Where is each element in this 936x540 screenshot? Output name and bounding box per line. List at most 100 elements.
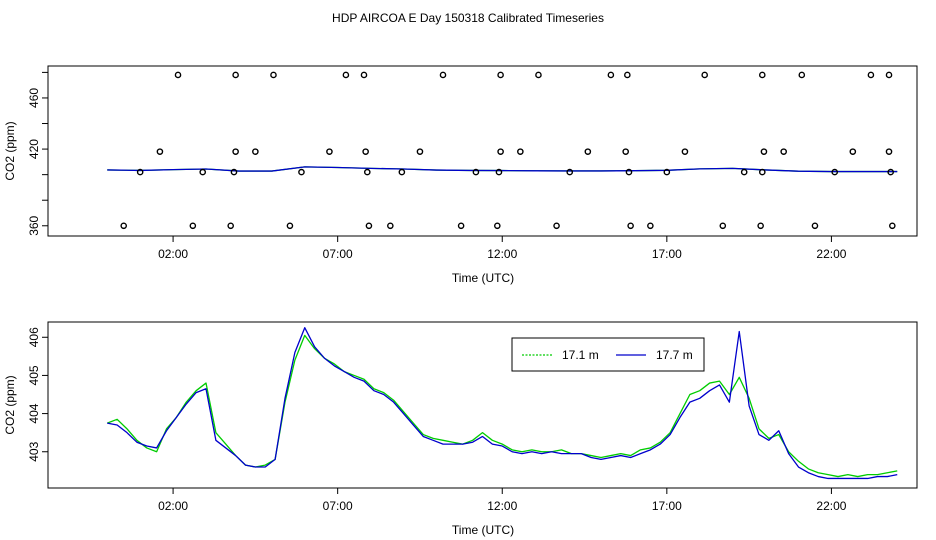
scatter-point: [497, 148, 504, 155]
scatter-point: [298, 168, 305, 176]
bottom-y-tick-label: 405: [27, 365, 41, 385]
scatter-point: [342, 71, 350, 79]
top-y-axis-label: CO2 (ppm): [3, 121, 17, 180]
scatter-point: [681, 148, 689, 155]
scatter-point: [584, 148, 592, 155]
scatter-point: [740, 168, 748, 176]
scatter-point: [189, 222, 197, 230]
scatter-point: [760, 148, 768, 155]
scatter-point: [416, 148, 424, 155]
bottom-plot-frame: [47, 321, 918, 489]
scatter-point: [365, 222, 373, 230]
scatter-point: [535, 71, 542, 79]
scatter-point: [120, 222, 128, 230]
scatter-point: [439, 71, 447, 79]
top-y-tick-label: 460: [27, 88, 41, 108]
scatter-point: [497, 71, 504, 79]
top-x-tick-label: 17:00: [652, 247, 682, 261]
scatter-point: [156, 148, 164, 155]
legend-box: [511, 337, 705, 372]
top-y-axis: 360 420 460: [27, 71, 48, 236]
scatter-point: [270, 71, 277, 79]
scatter-point: [495, 168, 503, 176]
scatter-point: [607, 71, 615, 79]
bottom-y-tick-label: 404: [27, 403, 41, 423]
scatter-point: [647, 222, 654, 230]
top-x-tick-label: 22:00: [816, 247, 846, 261]
scatter-point: [885, 71, 893, 79]
bottom-series-line-green: [107, 334, 898, 478]
scatter-point: [811, 222, 819, 230]
scatter-point: [663, 168, 671, 176]
bottom-y-tick-label: 406: [27, 327, 41, 347]
scatter-point: [362, 148, 369, 155]
scatter-point: [627, 222, 634, 230]
scatter-point: [286, 222, 294, 230]
legend-label-green: 17.1 m: [562, 348, 599, 362]
scatter-point: [199, 168, 207, 176]
scatter-point: [227, 222, 234, 230]
scatter-point: [232, 148, 239, 155]
scatter-point: [494, 222, 501, 230]
scatter-point: [701, 71, 708, 79]
bottom-x-tick-label: 07:00: [323, 499, 353, 513]
scatter-point: [326, 148, 333, 155]
scatter-point: [622, 148, 629, 155]
top-x-axis-label: Time (UTC): [452, 271, 514, 285]
scatter-point: [517, 148, 524, 155]
top-scatter-points: [120, 71, 896, 230]
scatter-point: [472, 168, 480, 176]
top-panel: 360 420 460 02:00 07:00 12:00 17:00 22:00 Time…: [3, 65, 918, 285]
top-y-tick-label: 360: [27, 215, 41, 235]
scatter-point: [232, 71, 239, 79]
scatter-point: [398, 168, 406, 176]
page-title: HDP AIRCOA E Day 150318 Calibrated Times…: [332, 11, 604, 25]
legend: 17.1 m 17.7 m: [511, 337, 705, 372]
scatter-point: [387, 222, 394, 230]
bottom-series-lines: [107, 327, 898, 480]
scatter-point: [831, 168, 839, 176]
scatter-point: [553, 222, 560, 230]
scatter-point: [624, 71, 631, 79]
scatter-point: [867, 71, 875, 79]
scatter-point: [758, 168, 766, 176]
bottom-x-tick-label: 02:00: [158, 499, 188, 513]
bottom-y-axis-label: CO2 (ppm): [3, 375, 17, 434]
legend-label-blue: 17.7 m: [656, 348, 693, 362]
top-y-tick-label: 420: [27, 139, 41, 159]
scatter-point: [625, 168, 633, 176]
bottom-y-tick-label: 403: [27, 441, 41, 461]
bottom-panel: 403 404 405 406 02:00 07:00 12:00 17:00 22:00 T…: [3, 321, 918, 537]
top-x-tick-label: 07:00: [323, 247, 353, 261]
bottom-y-axis: 403 404 405 406: [27, 327, 48, 462]
scatter-point: [136, 168, 144, 176]
scatter-point: [566, 168, 574, 176]
scatter-point: [758, 71, 766, 79]
scatter-point: [887, 168, 894, 176]
scatter-point: [798, 71, 806, 79]
scatter-point: [885, 148, 893, 155]
top-x-tick-label: 12:00: [487, 247, 517, 261]
scatter-point: [757, 222, 764, 230]
bottom-series-line-blue: [107, 327, 898, 480]
scatter-point: [849, 148, 857, 155]
scatter-point: [719, 222, 727, 230]
bottom-x-axis: 02:00 07:00 12:00 17:00 22:00: [158, 488, 847, 513]
bottom-x-tick-label: 22:00: [816, 499, 846, 513]
top-x-tick-label: 02:00: [158, 247, 188, 261]
top-series-line-blue: [107, 166, 898, 173]
top-series-lines: [107, 166, 898, 173]
scatter-point: [174, 71, 182, 79]
top-x-axis: 02:00 07:00 12:00 17:00 22:00: [158, 236, 847, 261]
scatter-point: [252, 148, 259, 155]
scatter-point: [360, 71, 368, 79]
scatter-point: [889, 222, 896, 230]
top-plot-frame: [47, 65, 918, 237]
bottom-x-axis-label: Time (UTC): [452, 523, 514, 537]
scatter-point: [363, 168, 371, 176]
scatter-point: [230, 168, 238, 176]
scatter-point: [457, 222, 465, 230]
bottom-x-tick-label: 17:00: [652, 499, 682, 513]
scatter-point: [780, 148, 787, 155]
